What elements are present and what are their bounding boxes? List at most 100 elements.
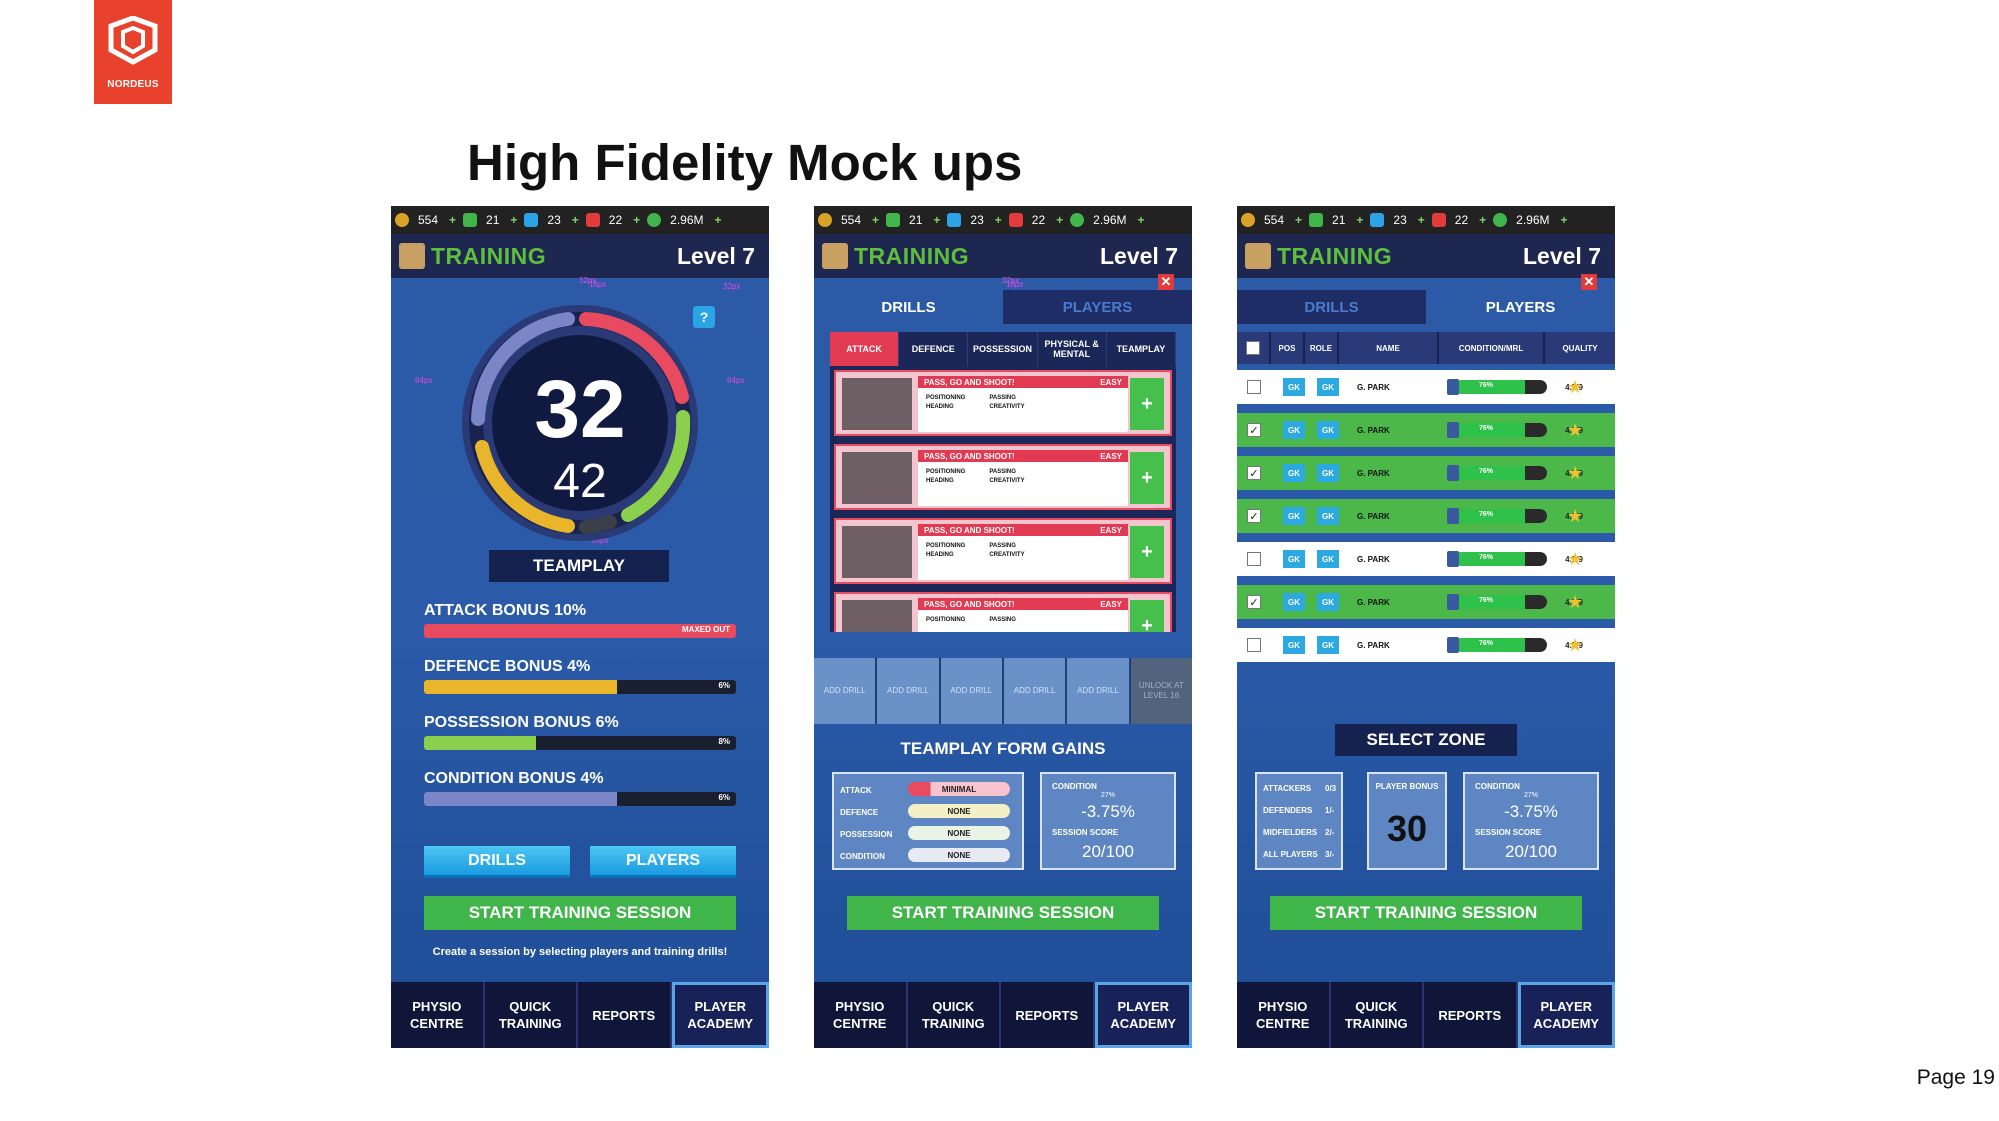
row-checkbox[interactable] — [1247, 552, 1261, 566]
add-cash-button[interactable]: + — [1137, 213, 1145, 227]
nav-player-academy[interactable]: PLAYER ACADEMY — [671, 982, 769, 1048]
role-badge: GK — [1317, 378, 1339, 396]
subtab-possession[interactable]: POSSESSION — [968, 332, 1038, 366]
add-drill-button[interactable]: + — [1130, 600, 1164, 632]
help-icon[interactable]: ? — [693, 306, 715, 328]
star-icon: ★ — [1567, 591, 1584, 612]
select-all-cell[interactable] — [1237, 332, 1271, 364]
drills-screen: 554 + 21 + 23 + 22 + 2.96M + TRAINING Level 7… — [814, 206, 1192, 1048]
nav-physio-centre[interactable]: PHYSIO CENTRE — [1237, 982, 1331, 1048]
subtab-defence[interactable]: DEFENCE — [899, 332, 969, 366]
drill-card[interactable]: PASS, GO AND SHOOT! EASY POSITIONING HEADI… — [834, 518, 1172, 584]
table-row[interactable]: ✓ GK GK G. PARK 76% ★ 4.5/9 — [1237, 499, 1615, 533]
training-badge-icon — [399, 243, 425, 269]
nav-quick-training[interactable]: QUICK TRAINING — [1331, 982, 1424, 1048]
nav-player-academy[interactable]: PLAYER ACADEMY — [1094, 982, 1192, 1048]
drill-card[interactable]: PASS, GO AND SHOOT! EASY POSITIONING PASSI… — [834, 592, 1172, 632]
add-coins-button[interactable]: + — [449, 213, 457, 227]
row-checkbox[interactable] — [1247, 380, 1261, 394]
subtab-teamplay[interactable]: TEAMPLAY — [1107, 332, 1177, 366]
add-medical-button[interactable]: + — [1479, 213, 1487, 227]
drill-card[interactable]: PASS, GO AND SHOOT! EASY POSITIONING HEADI… — [834, 370, 1172, 436]
col-quality[interactable]: QUALITY — [1562, 343, 1598, 353]
add-tokens-button[interactable]: + — [510, 213, 518, 227]
tab-players[interactable]: PLAYERS — [1003, 290, 1192, 324]
add-energy-button[interactable]: + — [994, 213, 1002, 227]
col-role[interactable]: ROLE — [1305, 332, 1339, 364]
add-coins-button[interactable]: + — [872, 213, 880, 227]
start-training-button[interactable]: START TRAINING SESSION — [1270, 896, 1582, 930]
add-drill-button[interactable]: + — [1130, 378, 1164, 430]
subtab-physical-mental[interactable]: PHYSICAL & MENTAL — [1038, 332, 1107, 366]
row-checkbox[interactable] — [1247, 638, 1261, 652]
col-name[interactable]: NAME — [1339, 332, 1439, 364]
start-training-button[interactable]: START TRAINING SESSION — [847, 896, 1159, 930]
add-coins-button[interactable]: + — [1295, 213, 1303, 227]
table-row[interactable]: GK GK G. PARK 76% ★ 4.5/9 — [1237, 628, 1615, 662]
token-icon — [886, 213, 901, 227]
condition-text: 76% — [1478, 468, 1493, 475]
start-training-button[interactable]: START TRAINING SESSION — [424, 896, 736, 930]
drills-button[interactable]: DRILLS — [424, 846, 570, 878]
add-drill-button[interactable]: + — [1130, 526, 1164, 578]
cash-icon — [1493, 213, 1508, 227]
possession-bonus-label: POSSESSION BONUS 6% — [424, 714, 619, 731]
add-cash-button[interactable]: + — [714, 213, 722, 227]
add-drill-button[interactable]: + — [1130, 452, 1164, 504]
table-row[interactable]: GK GK G. PARK 76% ★ 4.5/9 — [1237, 370, 1615, 404]
players-table-header: POS ROLE NAME CONDITION/MRL QUALITY — [1237, 332, 1615, 364]
nav-quick-training[interactable]: QUICK TRAINING — [908, 982, 1001, 1048]
tab-players[interactable]: PLAYERS — [1426, 290, 1615, 324]
close-icon[interactable]: ✕ — [1581, 274, 1597, 290]
nav-quick-training[interactable]: QUICK TRAINING — [485, 982, 578, 1048]
token-count: 21 — [486, 213, 500, 227]
select-all-checkbox[interactable] — [1246, 341, 1260, 355]
add-tokens-button[interactable]: + — [933, 213, 941, 227]
row-checkbox[interactable]: ✓ — [1247, 509, 1261, 523]
add-drill-slot[interactable]: ADD DRILL — [940, 658, 1002, 724]
cash-count: 2.96M — [1093, 213, 1127, 227]
nav-physio-centre[interactable]: PHYSIO CENTRE — [814, 982, 908, 1048]
row-checkbox[interactable]: ✓ — [1247, 595, 1261, 609]
tab-drills[interactable]: DRILLS — [814, 290, 1003, 324]
row-checkbox[interactable]: ✓ — [1247, 423, 1261, 437]
add-medical-button[interactable]: + — [1056, 213, 1064, 227]
nav-player-academy[interactable]: PLAYER ACADEMY — [1517, 982, 1615, 1048]
condition-text: 76% — [1478, 425, 1493, 432]
close-icon[interactable]: ✕ — [1158, 274, 1174, 290]
zone-row-label: MIDFIELDERS — [1263, 828, 1318, 837]
table-row[interactable]: ✓ GK GK G. PARK 76% ★ 4.5/9 — [1237, 456, 1615, 490]
condition-fill — [1455, 509, 1525, 523]
coin-count: 554 — [1264, 213, 1285, 227]
drill-card[interactable]: PASS, GO AND SHOOT! EASY POSITIONING HEADI… — [834, 444, 1172, 510]
cash-icon — [1070, 213, 1085, 227]
row-checkbox[interactable]: ✓ — [1247, 466, 1261, 480]
add-energy-button[interactable]: + — [1417, 213, 1425, 227]
table-row[interactable]: ✓ GK GK G. PARK 76% ★ 4.5/9 — [1237, 585, 1615, 619]
add-tokens-button[interactable]: + — [1356, 213, 1364, 227]
nav-reports[interactable]: REPORTS — [1001, 982, 1095, 1048]
add-drill-slot[interactable]: ADD DRILL — [877, 658, 939, 724]
player-status-icon — [1447, 551, 1459, 567]
quality-value: 4.5/9 — [1565, 468, 1583, 478]
add-energy-button[interactable]: + — [571, 213, 579, 227]
player-status-icon — [1447, 594, 1459, 610]
subtab-attack[interactable]: ATTACK — [830, 332, 900, 366]
add-cash-button[interactable]: + — [1560, 213, 1568, 227]
table-row[interactable]: ✓ GK GK G. PARK 76% ★ 4.5/9 — [1237, 413, 1615, 447]
col-pos[interactable]: POS — [1271, 332, 1305, 364]
col-condition[interactable]: CONDITION/MRL — [1439, 332, 1545, 364]
add-drill-slot[interactable]: ADD DRILL — [1067, 658, 1129, 724]
add-medical-button[interactable]: + — [633, 213, 641, 227]
nav-reports[interactable]: REPORTS — [578, 982, 672, 1048]
add-drill-slot[interactable]: ADD DRILL — [1003, 658, 1066, 724]
table-row[interactable]: GK GK G. PARK 76% ★ 4.5/9 — [1237, 542, 1615, 576]
players-button[interactable]: PLAYERS — [590, 846, 736, 878]
nav-reports[interactable]: REPORTS — [1424, 982, 1518, 1048]
drill-difficulty: EASY — [1100, 451, 1122, 461]
add-drill-slot[interactable]: ADD DRILL — [814, 658, 876, 724]
mode-label: TEAMPLAY — [489, 550, 669, 582]
tab-drills[interactable]: DRILLS — [1237, 290, 1426, 324]
nav-physio-centre[interactable]: PHYSIO CENTRE — [391, 982, 485, 1048]
drill-skill: POSITIONING — [926, 395, 966, 401]
